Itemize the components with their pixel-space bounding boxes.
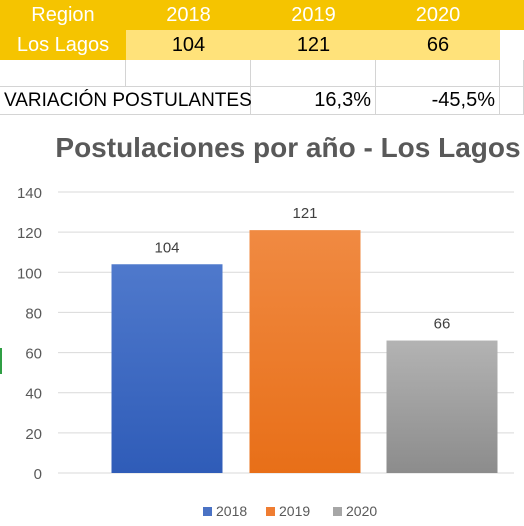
y-tick-label: 40 <box>25 386 42 403</box>
bar-chart[interactable]: Postulaciones por año - Los Lagos 0 20 40 6… <box>0 115 524 526</box>
data-label-2019: 121 <box>292 205 317 222</box>
bar-2018[interactable] <box>111 264 223 473</box>
table-row-empty <box>0 60 524 87</box>
cell-value-2018[interactable]: 104 <box>126 30 251 60</box>
y-tick-label: 60 <box>25 346 42 363</box>
bar-2020[interactable] <box>386 340 498 473</box>
cell-empty[interactable] <box>0 87 126 115</box>
table-row: Los Lagos 104 121 66 <box>0 30 524 60</box>
legend-swatch-2020 <box>333 507 342 516</box>
legend-label-2020: 2020 <box>346 503 377 519</box>
cell-region-name[interactable]: Los Lagos <box>0 30 126 60</box>
data-label-2020: 66 <box>434 316 451 333</box>
cell-variation-label[interactable]: VARIACIÓN POSTULANTES <box>4 90 252 111</box>
table-header-row: Region 2018 2019 2020 <box>0 0 524 30</box>
header-cell-empty[interactable] <box>500 0 524 30</box>
cell-empty[interactable] <box>126 60 251 87</box>
legend-label-2018: 2018 <box>216 503 247 519</box>
header-cell-2019[interactable]: 2019 <box>291 3 336 26</box>
y-tick-label: 100 <box>17 265 42 282</box>
cell-value-2020[interactable]: 66 <box>376 30 500 60</box>
y-tick-label: 140 <box>17 185 42 202</box>
chart-data-labels: 104 121 66 <box>154 205 450 332</box>
cell-variation-2020[interactable]: -45,5% <box>376 87 500 115</box>
header-cell-region[interactable]: Region <box>31 3 95 26</box>
y-axis-tick-labels: 0 20 40 60 80 100 120 140 <box>17 185 42 483</box>
bar-2019[interactable] <box>249 230 361 473</box>
cell-empty[interactable] <box>500 30 524 60</box>
selection-marker <box>0 348 2 374</box>
cell-value-2019[interactable]: 121 <box>251 30 376 60</box>
data-label-2018: 104 <box>154 239 179 256</box>
cell-empty[interactable] <box>500 87 524 115</box>
cell-empty[interactable] <box>251 60 376 87</box>
chart-legend: 2018 2019 2020 <box>203 503 377 519</box>
y-tick-label: 80 <box>25 305 42 322</box>
cell-empty[interactable] <box>126 87 251 115</box>
legend-swatch-2019 <box>266 507 275 516</box>
chart-bars <box>111 230 498 473</box>
header-cell-2018[interactable]: 2018 <box>166 3 211 26</box>
y-tick-label: 120 <box>17 225 42 242</box>
spreadsheet-table: Region 2018 2019 2020 Los Lagos 104 121 … <box>0 0 524 115</box>
y-tick-label: 20 <box>25 426 42 443</box>
header-cell-2020[interactable]: 2020 <box>415 3 461 26</box>
cell-empty[interactable] <box>0 60 126 87</box>
y-tick-label: 0 <box>34 466 42 483</box>
cell-variation-2019[interactable]: 16,3% <box>251 87 376 115</box>
cell-empty[interactable] <box>376 60 500 87</box>
legend-swatch-2018 <box>203 507 212 516</box>
table-row-variation: 16,3% -45,5% <box>0 87 524 115</box>
cell-empty[interactable] <box>500 60 524 87</box>
chart-title: Postulaciones por año - Los Lagos <box>55 132 520 163</box>
legend-label-2019: 2019 <box>279 503 310 519</box>
